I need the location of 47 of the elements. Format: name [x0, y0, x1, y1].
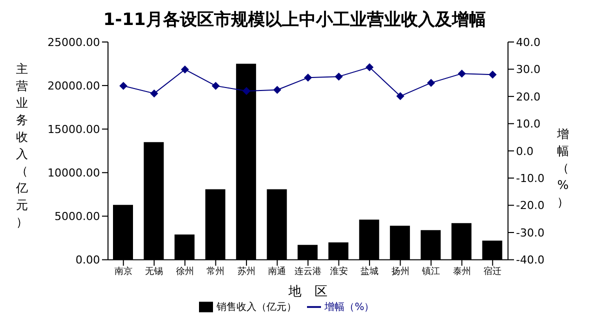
point [396, 92, 404, 100]
x-tick-label: 宿迁 [484, 266, 502, 278]
point [150, 89, 158, 98]
y2-tick-label: 0.0 [516, 144, 534, 158]
y-tick-label: 5000.00 [54, 210, 100, 224]
x-tick-label: 盐城 [360, 266, 379, 278]
y-tick-label: 15000.00 [48, 123, 100, 136]
y-tick-label: 0.00 [76, 254, 100, 267]
chart-title: 1-11月各设区市规模以上中小工业营业收入及增幅 [102, 9, 487, 31]
x-tick-label: 泰州 [452, 266, 471, 278]
x-tick-label: 淮安 [330, 266, 348, 278]
legend-label: 增幅（%） [324, 302, 374, 313]
point [427, 78, 436, 87]
x-tick-label: 镇江 [421, 266, 440, 278]
x-tick-label: 南通 [268, 266, 286, 278]
y-tick-label: 25000.00 [48, 36, 100, 49]
point [180, 65, 189, 74]
text: 主营业务收入（亿元） [16, 62, 28, 229]
point [334, 72, 343, 81]
x-tick-label: 徐州 [176, 266, 194, 278]
y2-tick-label: 30.0 [516, 63, 540, 76]
point [458, 70, 466, 78]
y2-tick-label: -20.0 [516, 199, 544, 212]
y-tick-label: 10000.00 [48, 166, 100, 180]
x-tick-label: 南京 [114, 266, 132, 278]
point [273, 86, 282, 94]
y2-axis-title: 增幅（%） [556, 127, 569, 209]
x-tick-label: 扬州 [391, 266, 410, 278]
point [242, 86, 250, 95]
y2-tick-label: 20.0 [516, 90, 540, 104]
point [304, 74, 312, 82]
y2-tick-label: -30.0 [516, 226, 544, 240]
point [366, 63, 374, 72]
x-axis-title: 地 区 [288, 284, 328, 300]
x-tick-label: 连云港 [294, 266, 322, 278]
y2-tick-label: -10.0 [516, 172, 544, 185]
point [119, 82, 128, 90]
y2-tick-label: 40.0 [516, 36, 540, 49]
y2-tick-label: -40.0 [516, 254, 544, 267]
x-tick-label: 无锡 [145, 266, 164, 278]
point [212, 82, 220, 90]
y-tick-label: 20000.00 [48, 79, 100, 92]
y2-tick-label: 10.0 [516, 118, 540, 131]
x-tick-label: 苏州 [237, 266, 256, 278]
legend-label: 销售收入（亿元） [216, 302, 297, 313]
x-tick-label: 常州 [206, 266, 225, 278]
point [488, 70, 497, 79]
